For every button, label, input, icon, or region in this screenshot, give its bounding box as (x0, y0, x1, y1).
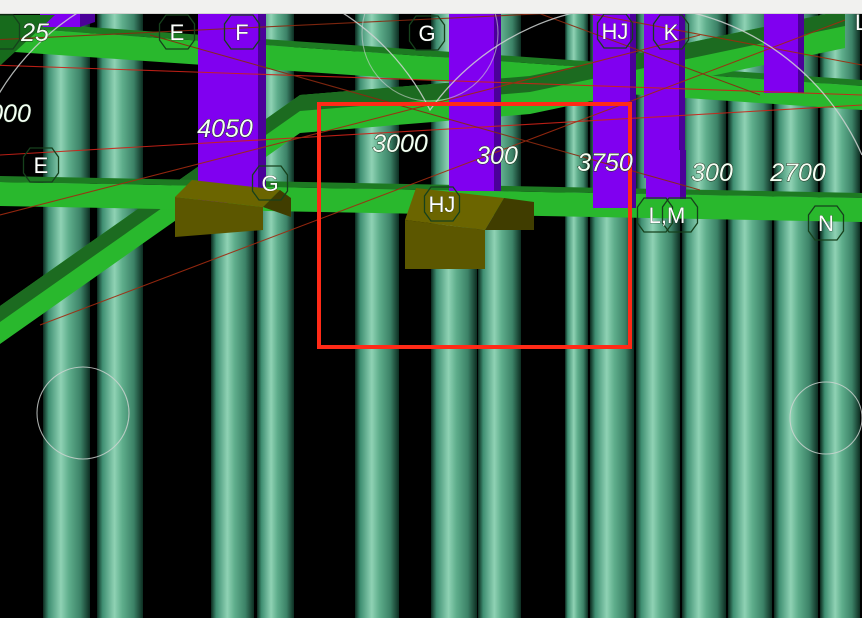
svg-text:G: G (418, 21, 435, 46)
svg-text:K: K (664, 20, 679, 45)
svg-text:L,M: L,M (649, 203, 686, 228)
svg-text:G: G (261, 171, 278, 196)
svg-text:300: 300 (476, 142, 518, 170)
svg-text:300: 300 (691, 159, 733, 187)
svg-text:3750: 3750 (577, 149, 633, 177)
svg-text:F: F (235, 20, 248, 45)
svg-text:E: E (34, 153, 49, 178)
svg-text:N: N (818, 211, 834, 236)
svg-text:000: 000 (0, 100, 31, 128)
svg-text:HJ: HJ (602, 19, 629, 44)
svg-text:25: 25 (20, 19, 49, 47)
svg-text:2700: 2700 (769, 159, 826, 187)
svg-text:4050: 4050 (197, 115, 253, 143)
svg-text:E: E (170, 20, 185, 45)
svg-text:HJ: HJ (429, 192, 456, 217)
svg-text:3000: 3000 (372, 130, 428, 158)
